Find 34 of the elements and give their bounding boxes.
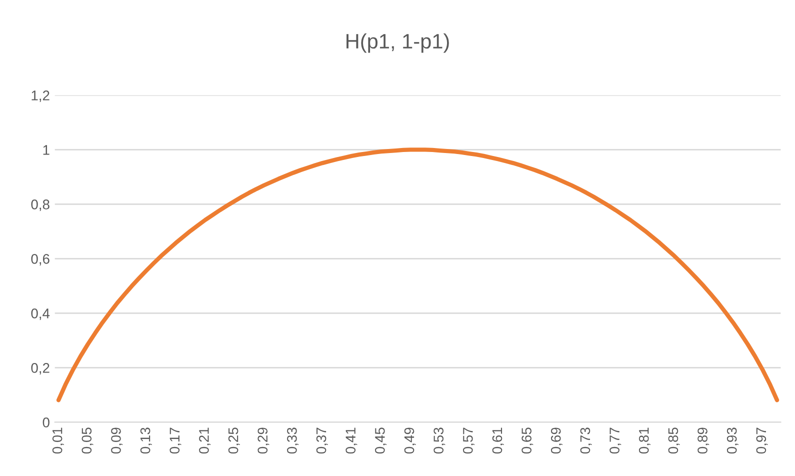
y-tick-label: 1,2 [32, 90, 50, 102]
y-tick-label: 0,4 [31, 308, 50, 320]
x-tick-label: 0,65 [522, 428, 534, 454]
x-tick-label: 0,13 [140, 428, 152, 454]
x-tick-label: 0,37 [316, 428, 328, 454]
x-tick-label: 0,69 [550, 428, 562, 454]
x-tick-label: 0,41 [346, 428, 358, 454]
line-series [56, 148, 780, 402]
y-tick-label: 0,8 [31, 200, 50, 212]
x-tick-label: 0,21 [199, 428, 211, 454]
x-tick-label: 0,77 [610, 428, 622, 454]
y-tick-label: 0,6 [31, 254, 50, 266]
x-tick-label: 0,29 [258, 428, 270, 454]
x-tick-label: 0,09 [111, 428, 123, 454]
x-tick-label: 0,93 [726, 428, 738, 454]
y-tick-label: 0 [42, 418, 50, 428]
x-tick-label: 0,73 [580, 428, 592, 454]
x-tick-label: 0,05 [82, 428, 94, 454]
x-tick-label: 0,61 [492, 428, 504, 454]
x-tick-label: 0,89 [698, 428, 710, 454]
x-tick-label: 0,45 [375, 428, 386, 454]
x-tick-label: 0,53 [434, 428, 446, 454]
x-tick-label: 0,25 [228, 428, 240, 454]
x-tick-label: 0,49 [404, 428, 416, 454]
chart-title: H(p1, 1-p1) [346, 33, 449, 53]
x-tick-label: 0,17 [170, 428, 182, 454]
y-tick-label: 0,2 [31, 363, 50, 375]
y-tick-label: 1 [43, 145, 50, 155]
x-tick-label: 0,01 [52, 428, 64, 454]
x-tick-label: 0,97 [756, 428, 768, 454]
x-tick-label: 0,57 [462, 428, 474, 454]
x-tick-label: 0,85 [668, 428, 680, 454]
x-tick-label: 0,81 [638, 428, 650, 454]
x-tick-label: 0,33 [287, 428, 299, 454]
